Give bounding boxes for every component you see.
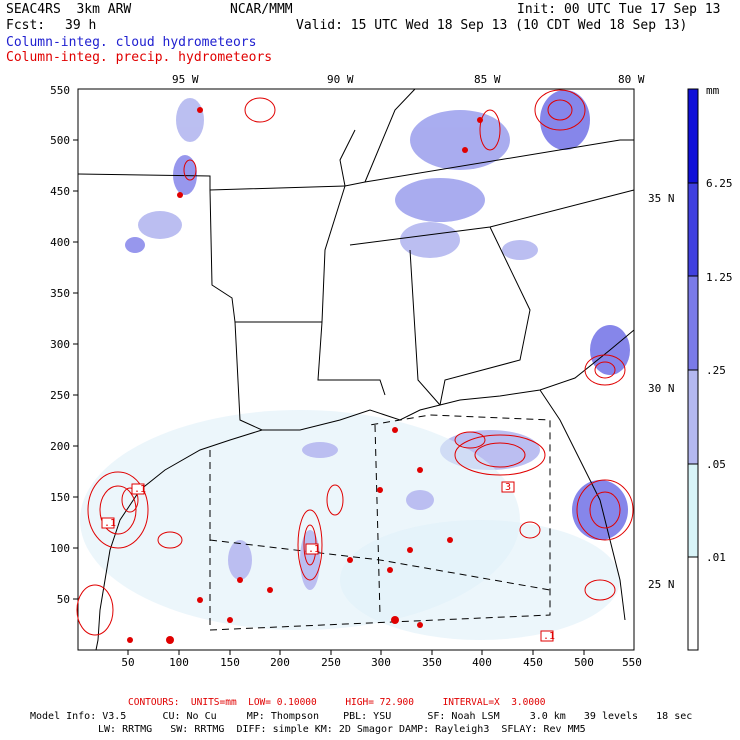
svg-text:550: 550 [50, 84, 70, 97]
contour-labels: .1 .1 .1 .1 3 [101, 481, 555, 642]
svg-text:250: 250 [50, 389, 70, 402]
org-label: NCAR/MMM [230, 2, 293, 17]
colorbar-level-.05: .05 [706, 458, 726, 471]
svg-text:350: 350 [422, 656, 442, 669]
svg-text:200: 200 [50, 440, 70, 453]
lat-label-35n: 35 N [648, 192, 675, 205]
colorbar-level-6.25: 6.25 [706, 177, 733, 190]
model-info-line1: Model Info: V3.5 CU: No Cu MP: Thompson … [30, 711, 693, 722]
model-title: SEAC4RS 3km ARW [6, 2, 132, 17]
cloud-hydrometeor-shading [80, 90, 630, 640]
svg-text:300: 300 [371, 656, 391, 669]
precip-dots [127, 107, 483, 644]
x-axis-ticks: 50 100 150 200 250 300 350 400 450 500 5… [121, 656, 642, 669]
svg-text:500: 500 [574, 656, 594, 669]
svg-text:150: 150 [50, 491, 70, 504]
precip-contours [76, 89, 634, 636]
svg-text:400: 400 [50, 236, 70, 249]
lon-label-85w: 85 W [474, 73, 501, 86]
contour-label-4: .1 [543, 631, 555, 642]
colorbar-level-.01: .01 [706, 551, 726, 564]
svg-text:300: 300 [50, 338, 70, 351]
svg-text:450: 450 [523, 656, 543, 669]
inner-domain-outline [209, 414, 551, 631]
model-info-line2: LW: RRTMG SW: RRTMG DIFF: simple KM: 2D … [98, 724, 586, 735]
contour-label-5: 3 [505, 482, 511, 493]
svg-text:50: 50 [57, 593, 70, 606]
svg-text:150: 150 [220, 656, 240, 669]
colorbar-level-1.25: 1.25 [706, 271, 733, 284]
svg-text:100: 100 [169, 656, 189, 669]
field-cloud-label: Column-integ. cloud hydrometeors [6, 35, 257, 50]
lon-label-80w: 80 W [618, 73, 645, 86]
lon-label-95w: 95 W [172, 73, 199, 86]
fcst-label: Fcst: [6, 18, 46, 33]
svg-text:550: 550 [622, 656, 642, 669]
contour-label-3: .1 [308, 544, 320, 555]
contour-label-2: .1 [104, 518, 116, 529]
svg-text:250: 250 [321, 656, 341, 669]
colorbar [687, 88, 699, 651]
svg-text:500: 500 [50, 134, 70, 147]
lat-label-25n: 25 N [648, 578, 675, 591]
svg-text:350: 350 [50, 287, 70, 300]
geographic-boundaries [77, 88, 635, 651]
svg-text:200: 200 [270, 656, 290, 669]
svg-text:100: 100 [50, 542, 70, 555]
contour-label-1: .1 [134, 484, 146, 495]
colorbar-unit: mm [706, 84, 720, 97]
contours-info: CONTOURS: UNITS=mm LOW= 0.10000 HIGH= 72… [128, 697, 546, 708]
lon-label-90w: 90 W [327, 73, 354, 86]
svg-text:450: 450 [50, 185, 70, 198]
field-precip-label: Column-integ. precip. hydrometeors [6, 50, 273, 65]
svg-text:400: 400 [472, 656, 492, 669]
svg-text:50: 50 [121, 656, 134, 669]
colorbar-level-.25: .25 [706, 364, 726, 377]
init-time: Init: 00 UTC Tue 17 Sep 13 [517, 2, 721, 17]
lat-label-30n: 30 N [648, 382, 675, 395]
fcst-value: 39 h [65, 18, 97, 33]
valid-time: Valid: 15 UTC Wed 18 Sep 13 (10 CDT Wed … [296, 18, 688, 33]
y-axis-ticks: 550 500 450 400 350 300 250 200 150 100 … [50, 84, 70, 606]
